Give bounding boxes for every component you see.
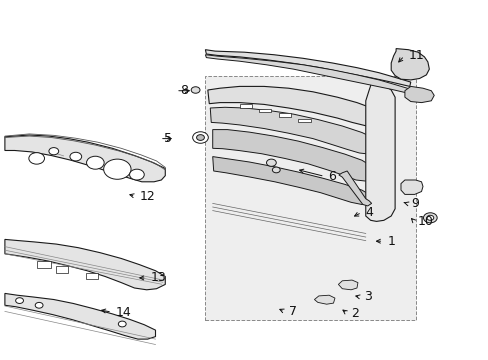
Text: 3: 3 (364, 291, 371, 303)
Bar (259, 109, 271, 112)
Circle shape (191, 87, 200, 93)
Polygon shape (207, 86, 386, 126)
Circle shape (16, 298, 23, 303)
Polygon shape (314, 295, 334, 304)
Polygon shape (205, 50, 410, 86)
Polygon shape (338, 280, 357, 290)
Polygon shape (212, 157, 373, 204)
Polygon shape (400, 180, 422, 194)
Circle shape (103, 159, 131, 179)
Circle shape (118, 321, 126, 327)
Polygon shape (5, 293, 155, 339)
Bar (205, 76, 415, 320)
Circle shape (266, 159, 276, 166)
Text: 6: 6 (328, 170, 336, 183)
Bar (85, 273, 98, 279)
Text: 2: 2 (350, 307, 358, 320)
Text: 1: 1 (386, 235, 394, 248)
Bar (37, 261, 51, 268)
Polygon shape (365, 83, 394, 221)
Text: 13: 13 (150, 271, 166, 284)
Bar (239, 104, 251, 108)
Circle shape (70, 152, 81, 161)
Circle shape (86, 156, 104, 169)
Text: 7: 7 (288, 305, 296, 318)
Text: 14: 14 (116, 306, 131, 319)
Polygon shape (5, 135, 165, 182)
Circle shape (196, 135, 204, 140)
Text: 10: 10 (417, 215, 433, 228)
Bar (56, 266, 68, 273)
Circle shape (49, 148, 59, 155)
Polygon shape (404, 86, 433, 103)
Circle shape (272, 167, 280, 173)
Circle shape (423, 213, 436, 223)
Text: 8: 8 (180, 84, 187, 97)
Circle shape (192, 132, 208, 143)
Bar (278, 113, 290, 117)
Text: 4: 4 (365, 206, 373, 219)
Polygon shape (390, 49, 428, 80)
Polygon shape (212, 130, 376, 181)
Text: 11: 11 (407, 49, 423, 62)
Circle shape (426, 215, 433, 220)
Text: 5: 5 (163, 132, 171, 145)
Circle shape (129, 169, 144, 180)
Polygon shape (210, 107, 381, 154)
Circle shape (29, 153, 44, 164)
Bar (298, 119, 310, 122)
Circle shape (35, 302, 43, 308)
Polygon shape (205, 55, 410, 94)
Polygon shape (338, 171, 371, 206)
Polygon shape (5, 239, 165, 290)
Text: 9: 9 (410, 197, 418, 210)
Text: 12: 12 (139, 190, 155, 203)
